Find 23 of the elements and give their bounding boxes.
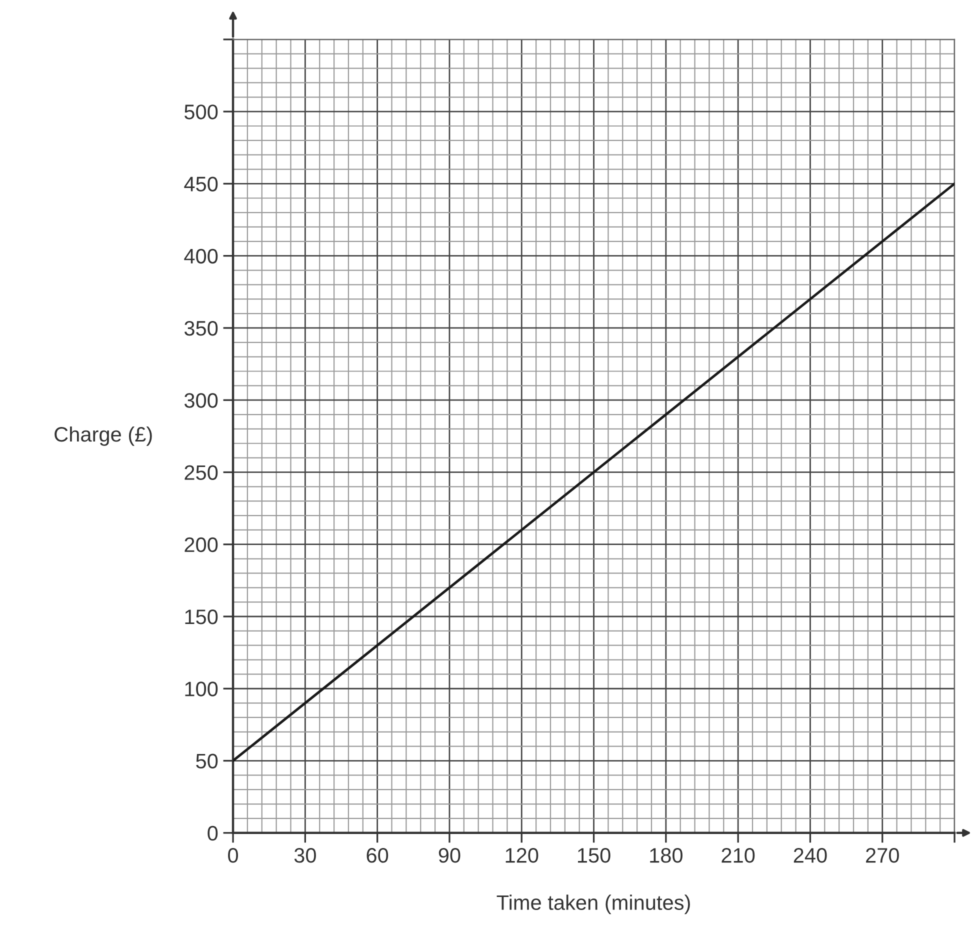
y-tick-label: 150 [185, 609, 218, 624]
x-tick-label: 270 [866, 848, 899, 863]
y-tick-label: 200 [184, 537, 218, 552]
x-axis-title: Time taken (minutes) [496, 894, 690, 914]
y-tick-label: 400 [184, 248, 218, 264]
y-tick-label: 50 [196, 754, 218, 769]
x-tick-label: 0 [228, 848, 238, 863]
y-axis-title: Charge (£) [54, 426, 152, 446]
x-tick-label: 150 [578, 848, 610, 863]
y-tick-label: 350 [184, 320, 218, 336]
y-tick-label: 450 [184, 176, 218, 192]
x-tick-label: 120 [506, 848, 538, 863]
y-tick-label: 100 [185, 682, 218, 696]
x-tick-label: 240 [794, 848, 827, 863]
y-tick-label: 500 [184, 104, 218, 120]
y-tick-label: 250 [184, 465, 218, 480]
x-tick-label: 30 [294, 848, 316, 863]
y-tick-label: 0 [208, 826, 218, 841]
x-tick-label: 180 [650, 848, 682, 863]
x-tick-label: 90 [438, 848, 460, 863]
x-tick-label: 60 [366, 848, 388, 863]
x-tick-label: 210 [722, 848, 755, 863]
y-tick-label: 300 [184, 393, 218, 408]
